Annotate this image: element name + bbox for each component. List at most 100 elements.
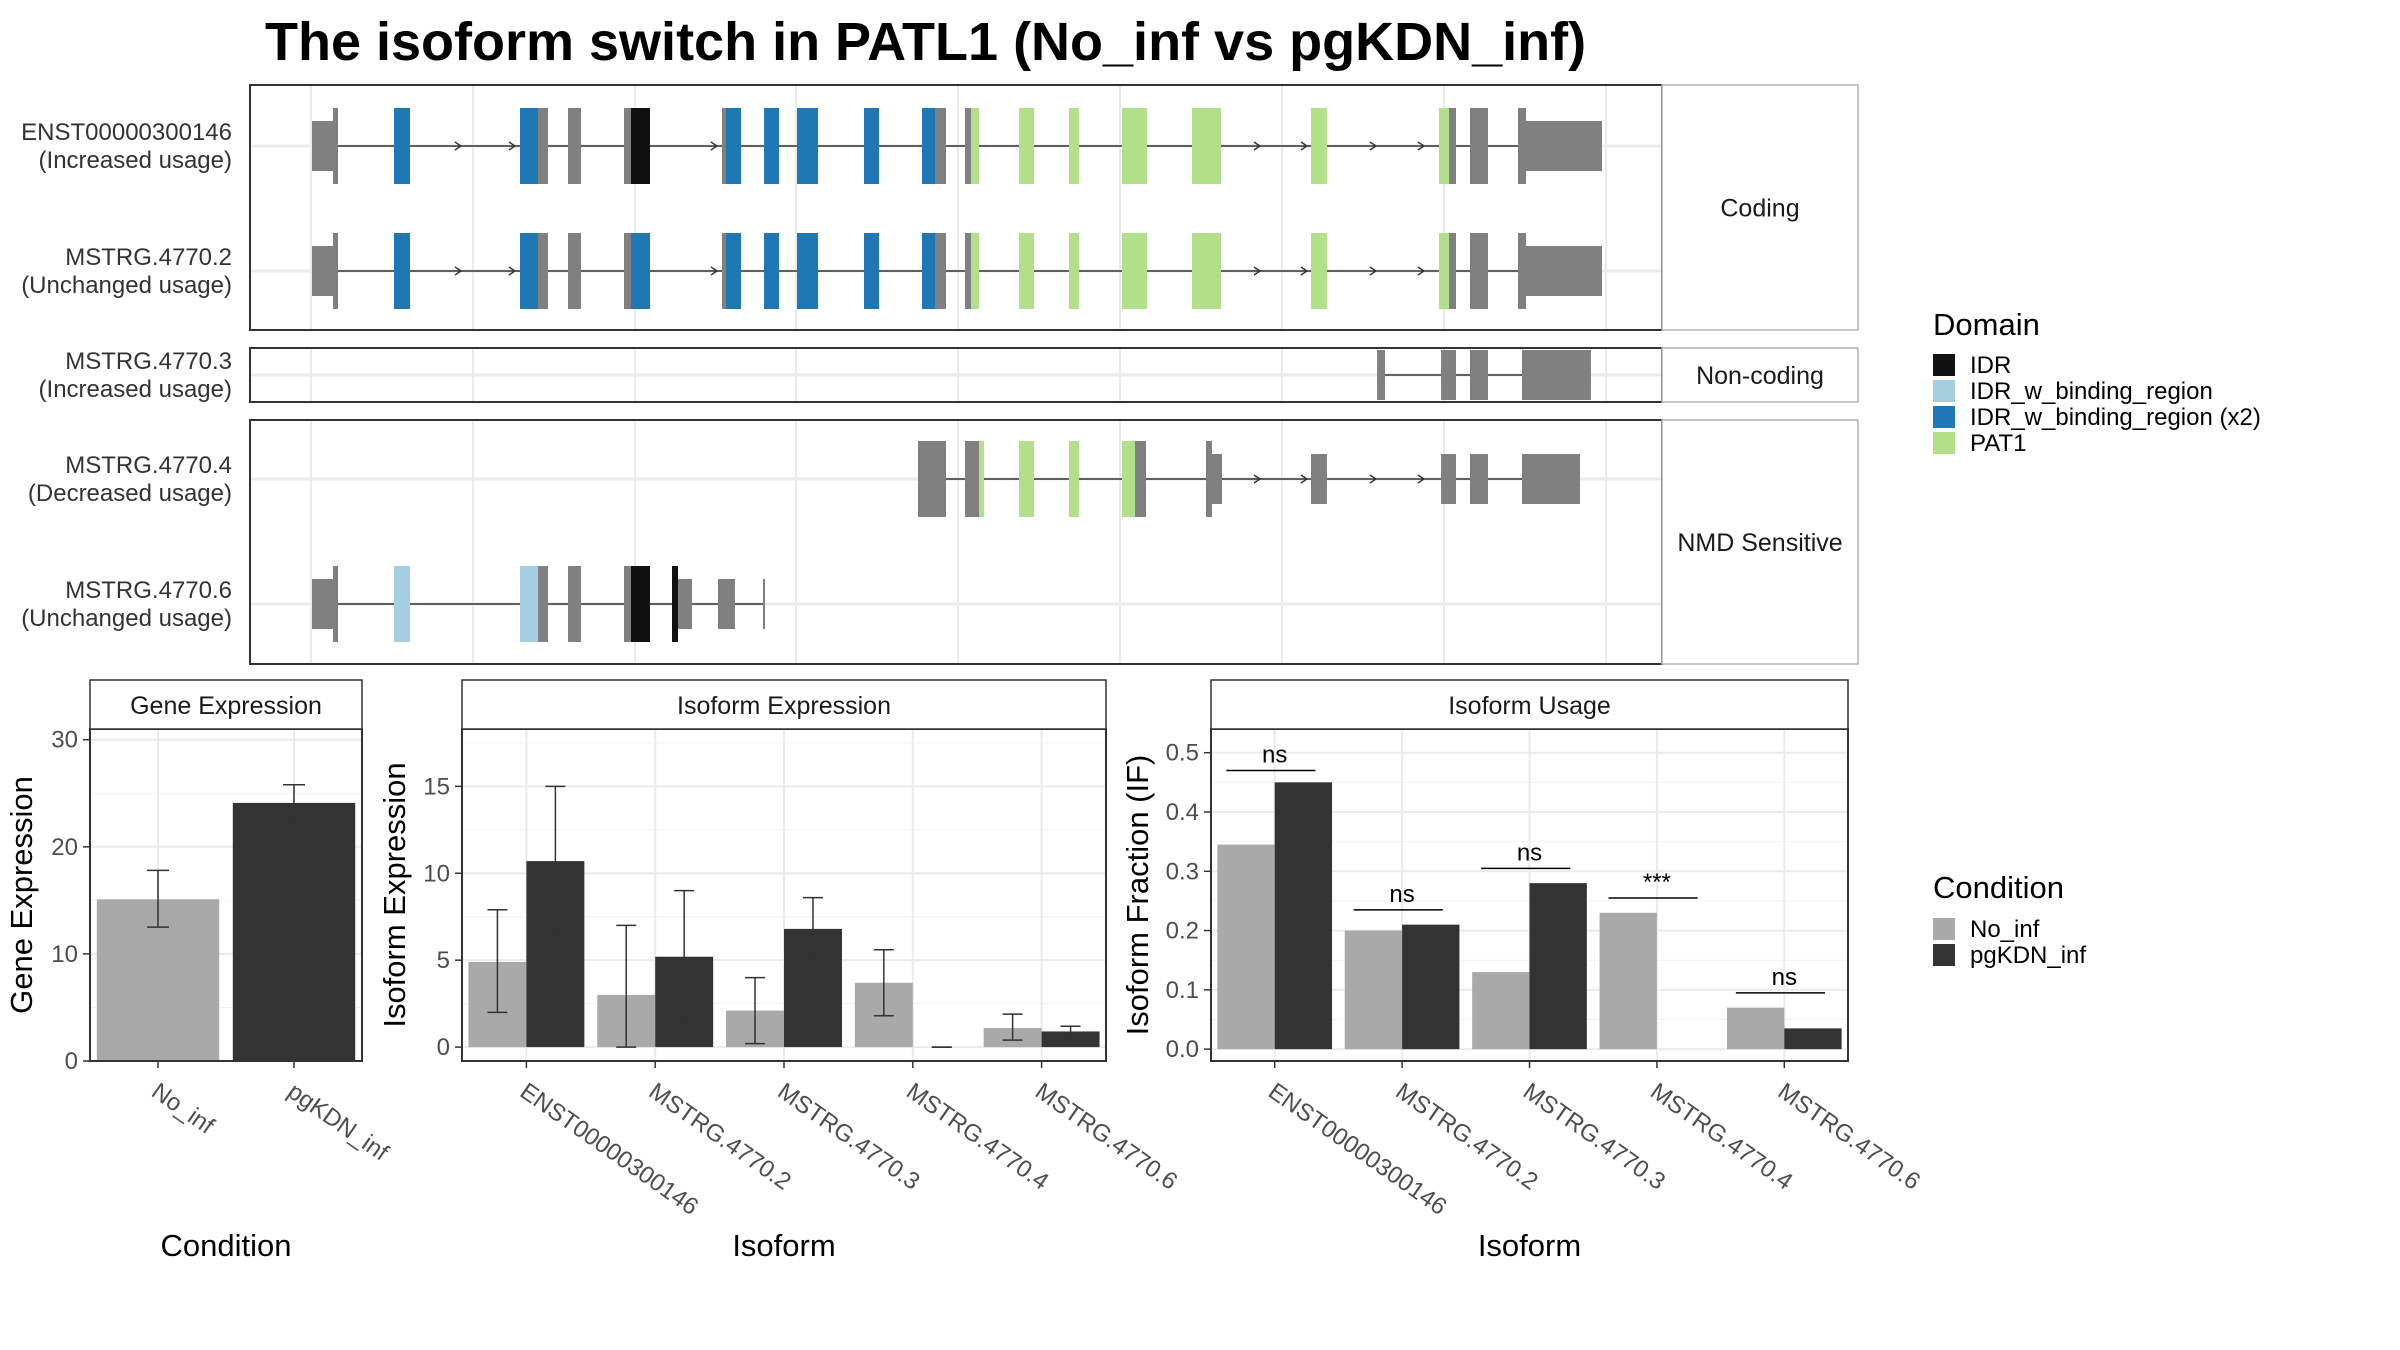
exon-mstrg-4770-2-13 bbox=[922, 233, 936, 309]
intron-arrow-mstrg-4770-2-1 bbox=[508, 266, 517, 276]
intron-arrow-mstrg-4770-2-3 bbox=[1253, 266, 1262, 276]
exon-mstrg-4770-4-2 bbox=[979, 441, 984, 517]
exon-mstrg-4770-6-0 bbox=[312, 579, 336, 629]
significance-label-enst00000300146: ns bbox=[1262, 742, 1287, 769]
exon-mstrg-4770-2-8 bbox=[722, 233, 728, 309]
tx-panel-strip-non-coding bbox=[1661, 347, 1859, 403]
y-tick-label-isoform-usage-5: 0.5 bbox=[1166, 740, 1199, 767]
exon-enst00000300146-1 bbox=[333, 108, 338, 184]
exon-enst00000300146-8 bbox=[722, 108, 728, 184]
tx-panel-label-nmd-sensitive: NMD Sensitive bbox=[1677, 529, 1842, 557]
legend-label-idr-binding: IDR_w_binding_region bbox=[1970, 378, 2213, 405]
transcript-structure-area: ENST00000300146(Increased usage)MSTRG.47… bbox=[21, 84, 1859, 665]
y-axis-title-isoform-usage: Isoform Fraction (IF) bbox=[1120, 755, 1155, 1036]
exon-mstrg-4770-2-4 bbox=[538, 233, 548, 309]
y-tick-label-isoform-usage-2: 0.2 bbox=[1166, 918, 1199, 945]
exon-enst00000300146-24 bbox=[1470, 108, 1488, 184]
exon-enst00000300146-10 bbox=[764, 108, 779, 184]
exon-mstrg-4770-4-3 bbox=[1019, 441, 1034, 517]
legend-key-pgkdn-inf bbox=[1933, 944, 1955, 966]
exon-mstrg-4770-3-0 bbox=[1377, 350, 1385, 400]
significance-label-mstrg-4770-6: ns bbox=[1772, 964, 1797, 991]
tx-panel-background-nmd-sensitive bbox=[250, 420, 1662, 664]
chart-strip-isoform-expression bbox=[461, 679, 1107, 730]
y-tick-label-isoform-usage-4: 0.4 bbox=[1166, 799, 1199, 826]
exon-enst00000300146-5 bbox=[568, 108, 581, 184]
chart-strip-gene-expression bbox=[89, 679, 363, 730]
domain-legend: Domain IDR IDR_w_binding_region IDR_w_bi… bbox=[1933, 307, 2261, 457]
bar-isoform-usage-mstrg-4770-4-no-inf bbox=[1599, 912, 1657, 1050]
transcript-name-mstrg-4770-4: MSTRG.4770.4 bbox=[65, 452, 232, 479]
x-tick-label-isoform-usage-mstrg-4770-3: MSTRG.4770.3 bbox=[1518, 1078, 1670, 1196]
y-tick-label-isoform-expression-3: 15 bbox=[423, 773, 450, 800]
exon-mstrg-4770-4-1 bbox=[965, 441, 980, 517]
exon-enst00000300146-7 bbox=[631, 108, 650, 184]
transcript-status-enst00000300146: (Increased usage) bbox=[39, 147, 232, 174]
bar-isoform-usage-mstrg-4770-6-no-inf bbox=[1726, 1007, 1785, 1050]
exon-mstrg-4770-2-18 bbox=[1069, 233, 1079, 309]
exon-mstrg-4770-6-5 bbox=[568, 566, 581, 642]
intron-arrow-mstrg-4770-4-3 bbox=[1417, 474, 1426, 484]
x-tick-label-isoform-usage-mstrg-4770-6: MSTRG.4770.6 bbox=[1773, 1078, 1925, 1196]
tx-panel-label-coding: Coding bbox=[1720, 195, 1799, 223]
intron-arrow-enst00000300146-5 bbox=[1369, 141, 1378, 151]
exon-enst00000300146-20 bbox=[1192, 108, 1221, 184]
exon-mstrg-4770-6-9 bbox=[678, 579, 692, 629]
legend-label-pat1: PAT1 bbox=[1970, 430, 2026, 457]
transcript-status-mstrg-4770-3: (Increased usage) bbox=[39, 376, 232, 403]
legend-label-pgkdn-inf: pgKDN_inf bbox=[1970, 942, 2086, 969]
exon-mstrg-4770-4-10 bbox=[1441, 454, 1456, 504]
exon-mstrg-4770-2-6 bbox=[624, 233, 632, 309]
y-tick-label-isoform-usage-0: 0.0 bbox=[1166, 1036, 1199, 1063]
intron-arrow-mstrg-4770-4-0 bbox=[1253, 474, 1262, 484]
bar-isoform-usage-mstrg-4770-3-no-inf bbox=[1472, 972, 1530, 1050]
legend-key-idr-binding-x2 bbox=[1933, 406, 1955, 428]
exon-mstrg-4770-2-1 bbox=[333, 233, 338, 309]
exon-enst00000300146-19 bbox=[1122, 108, 1147, 184]
legend-key-idr-binding bbox=[1933, 380, 1955, 402]
exon-mstrg-4770-6-6 bbox=[624, 566, 632, 642]
exon-mstrg-4770-6-7 bbox=[631, 566, 650, 642]
exon-enst00000300146-11 bbox=[797, 108, 818, 184]
legend-key-no-inf bbox=[1933, 918, 1955, 940]
exon-mstrg-4770-2-2 bbox=[394, 233, 410, 309]
legend-key-idr bbox=[1933, 354, 1955, 376]
condition-legend-title: Condition bbox=[1933, 870, 2064, 905]
exon-enst00000300146-2 bbox=[394, 108, 410, 184]
intron-arrow-mstrg-4770-2-0 bbox=[454, 266, 463, 276]
transcript-name-enst00000300146: ENST00000300146 bbox=[21, 119, 232, 146]
chart-gene-expression: No_inf pgKDN_inf 0 10 20 30 Gene Expression Gen… bbox=[4, 679, 394, 1263]
exon-mstrg-4770-6-2 bbox=[394, 566, 410, 642]
transcript-name-mstrg-4770-2: MSTRG.4770.2 bbox=[65, 244, 232, 271]
exon-enst00000300146-21 bbox=[1311, 108, 1327, 184]
exon-mstrg-4770-2-21 bbox=[1311, 233, 1327, 309]
intron-arrow-enst00000300146-1 bbox=[508, 141, 517, 151]
x-tick-label-gene-expression-pgkdn-inf: pgKDN_inf bbox=[283, 1078, 394, 1167]
exon-enst00000300146-16 bbox=[971, 108, 979, 184]
y-tick-label-isoform-expression-2: 10 bbox=[423, 860, 450, 887]
exon-mstrg-4770-4-12 bbox=[1522, 454, 1580, 504]
significance-label-mstrg-4770-4: *** bbox=[1643, 869, 1671, 896]
transcript-status-mstrg-4770-4: (Decreased usage) bbox=[28, 480, 232, 507]
y-tick-label-gene-expression-0: 0 bbox=[65, 1048, 78, 1075]
exon-mstrg-4770-6-4 bbox=[538, 566, 548, 642]
x-tick-label-gene-expression-no-inf: No_inf bbox=[147, 1078, 220, 1140]
exon-mstrg-4770-2-17 bbox=[1019, 233, 1034, 309]
exon-mstrg-4770-4-5 bbox=[1122, 441, 1135, 517]
bar-isoform-usage-mstrg-4770-2-no-inf bbox=[1344, 930, 1403, 1050]
exon-mstrg-4770-3-1 bbox=[1441, 350, 1456, 400]
tx-panel-label-non-coding: Non-coding bbox=[1696, 362, 1824, 390]
exon-mstrg-4770-4-0 bbox=[918, 441, 946, 517]
intron-arrow-mstrg-4770-2-4 bbox=[1300, 266, 1309, 276]
exon-enst00000300146-23 bbox=[1449, 108, 1456, 184]
exon-mstrg-4770-2-11 bbox=[797, 233, 818, 309]
y-tick-label-isoform-usage-3: 0.3 bbox=[1166, 858, 1199, 885]
exon-mstrg-4770-4-11 bbox=[1470, 454, 1488, 504]
exon-enst00000300146-9 bbox=[726, 108, 741, 184]
exon-enst00000300146-26 bbox=[1525, 121, 1602, 171]
figure-title: The isoform switch in PATL1 (No_inf vs p… bbox=[265, 12, 1586, 72]
exon-enst00000300146-6 bbox=[624, 108, 632, 184]
y-axis-title-gene-expression: Gene Expression bbox=[4, 776, 39, 1014]
expression-charts: No_inf pgKDN_inf 0 10 20 30 Gene Expression Gen… bbox=[4, 679, 1925, 1263]
